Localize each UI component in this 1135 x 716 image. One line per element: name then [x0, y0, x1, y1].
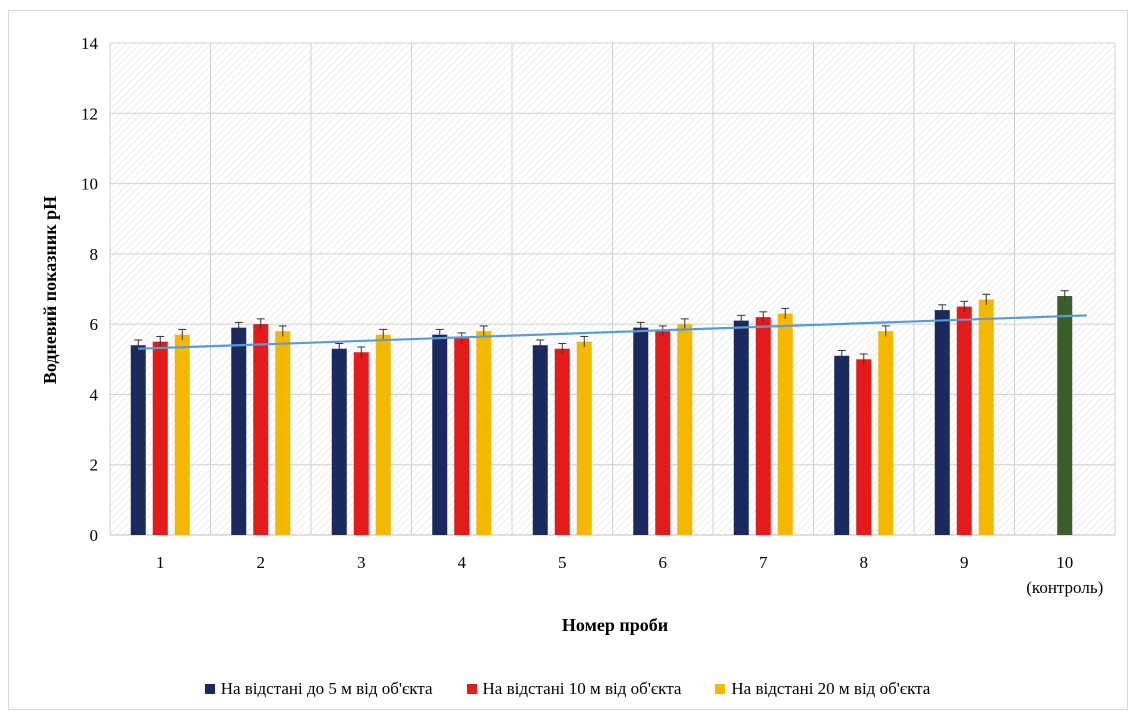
x-tick-label: 5: [558, 553, 567, 572]
x-tick-label: 6: [659, 553, 668, 572]
y-tick-label: 2: [90, 456, 99, 475]
bar: [655, 331, 671, 535]
bar-control: [1057, 296, 1073, 535]
legend-swatch-10m: [466, 684, 477, 694]
y-tick-label: 0: [90, 526, 99, 545]
x-tick-label: 4: [458, 553, 467, 572]
x-tick-label: 9: [960, 553, 969, 572]
x-tick-label: 10: [1056, 553, 1073, 572]
x-axis-title: Номер проби: [562, 615, 668, 635]
legend-item-20m: На відстані 20 м від об'єкта: [715, 679, 930, 699]
bar: [130, 345, 146, 535]
y-axis-title: Водневий показник рН: [40, 196, 60, 384]
bar: [677, 324, 693, 535]
bar: [834, 355, 850, 535]
bar: [956, 306, 972, 535]
bar: [331, 348, 347, 535]
legend-label-5m: На відстані до 5 м від об'єкта: [220, 679, 433, 698]
bar: [532, 345, 548, 535]
bar: [253, 324, 269, 535]
y-tick-label: 10: [81, 175, 98, 194]
trendline: [138, 314, 1087, 350]
y-tick-label: 8: [90, 245, 99, 264]
y-tick-label: 4: [90, 385, 99, 404]
bar: [174, 334, 190, 535]
bar: [375, 334, 391, 535]
y-tick-label: 12: [81, 104, 98, 123]
legend-swatch-20m: [715, 684, 726, 694]
bar: [633, 327, 649, 535]
bar: [777, 313, 793, 535]
x-tick-label: 2: [257, 553, 266, 572]
x-tick-label: 7: [759, 553, 768, 572]
legend-label-10m: На відстані 10 м від об'єкта: [482, 679, 682, 698]
bar: [231, 327, 247, 535]
legend-item-10m: На відстані 10 м від об'єкта: [466, 679, 682, 699]
bar: [432, 334, 448, 535]
x-tick-label: 1: [156, 553, 165, 572]
bar: [152, 341, 168, 535]
bar: [878, 331, 894, 535]
bar: [275, 331, 291, 535]
bar: [934, 310, 950, 535]
bar: [476, 331, 492, 535]
y-tick-label: 14: [81, 34, 99, 53]
bar: [353, 352, 369, 535]
x-tick-label: 8: [860, 553, 869, 572]
bar: [554, 348, 570, 535]
bar: [978, 299, 994, 535]
bar: [576, 341, 592, 535]
y-tick-label: 6: [90, 315, 99, 334]
legend-item-5m: На відстані до 5 м від об'єкта: [204, 679, 433, 699]
bar: [755, 317, 771, 535]
bar: [856, 359, 872, 535]
x-tick-label: 3: [357, 553, 366, 572]
legend-swatch-5m: [204, 684, 215, 694]
x-tick-label: (контроль): [1026, 578, 1103, 597]
legend: На відстані до 5 м від об'єкта На відста…: [0, 676, 1135, 702]
legend-label-20m: На відстані 20 м від об'єкта: [731, 679, 931, 698]
bar: [733, 320, 749, 535]
bar: [454, 338, 470, 535]
